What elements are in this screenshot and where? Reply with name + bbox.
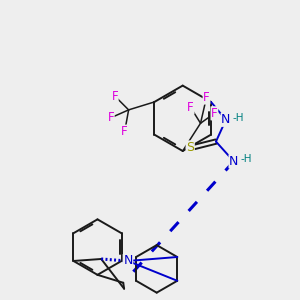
Text: F: F xyxy=(187,101,194,114)
Text: F: F xyxy=(107,111,114,124)
Text: -H: -H xyxy=(233,113,244,123)
Text: S: S xyxy=(186,141,194,154)
Text: F: F xyxy=(211,107,218,120)
Text: F: F xyxy=(111,89,118,103)
Text: N: N xyxy=(229,155,239,168)
Text: -H: -H xyxy=(241,154,252,164)
Text: F: F xyxy=(121,125,128,138)
Text: N: N xyxy=(123,254,133,268)
Text: N: N xyxy=(221,113,231,126)
Text: F: F xyxy=(203,91,210,104)
